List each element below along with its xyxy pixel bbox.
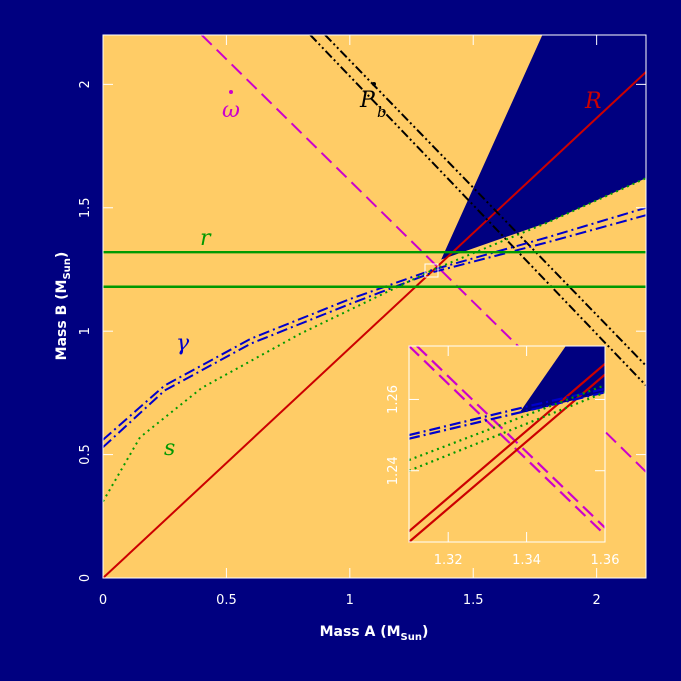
- main-series-gamma: [102, 206, 647, 441]
- main-y-tick-label: 0.5: [78, 444, 93, 465]
- main-y-tick-label: 1: [78, 327, 93, 335]
- main-y-tick-label: 1.5: [78, 197, 93, 218]
- main-y-tick-label: 0: [78, 574, 93, 582]
- inset-series-s-7: [408, 384, 606, 462]
- inset-x-tick-label: 1.32: [434, 553, 463, 568]
- label-Pb-dot: [372, 82, 376, 86]
- main-series-gamma-5: [102, 214, 647, 448]
- plot-frame: [102, 34, 647, 579]
- label-s: s: [164, 436, 175, 461]
- inset-series-R-2: [408, 373, 606, 543]
- main-x-tick-label: 1.5: [463, 593, 484, 608]
- main-x-tick-label: 0: [99, 593, 107, 608]
- inset-x-tick-label: 1.36: [591, 553, 620, 568]
- inset-series-s-6: [408, 391, 606, 472]
- inset-series-omega-0: [408, 345, 606, 536]
- label-Pb-sub: b: [377, 103, 387, 121]
- excluded-region: [441, 35, 646, 260]
- inset-frame: [408, 345, 606, 543]
- y-axis-title: Mass B (MSun): [54, 252, 73, 361]
- label-omega-dot: [229, 90, 233, 94]
- inset-y-tick-label: 1.24: [386, 456, 401, 485]
- main-y-tick-label: 2: [78, 80, 93, 88]
- main-series-s: [102, 177, 647, 502]
- main-series-R: [102, 71, 647, 579]
- x-axis-title: Mass A (MSun): [320, 624, 429, 643]
- inset-series-omega-1: [416, 345, 606, 529]
- label-Pb: P: [359, 88, 376, 113]
- main-series-Pb: [309, 34, 647, 387]
- inset-x-tick-label: 1.34: [512, 553, 541, 568]
- main-x-tick-label: 1: [346, 593, 354, 608]
- main-x-tick-label: 0.5: [216, 593, 237, 608]
- main-x-tick-label: 2: [592, 593, 600, 608]
- label-R: R: [584, 89, 602, 114]
- label-omega: ω: [222, 98, 240, 123]
- inset-series-R-3: [408, 362, 606, 533]
- inset-series-gamma-5: [408, 391, 606, 440]
- label-gamma: γ: [176, 331, 190, 356]
- inset-y-tick-label: 1.26: [386, 385, 401, 414]
- inset-excluded-region: [518, 346, 605, 414]
- zoom-box: [424, 263, 439, 278]
- label-r: r: [200, 226, 212, 251]
